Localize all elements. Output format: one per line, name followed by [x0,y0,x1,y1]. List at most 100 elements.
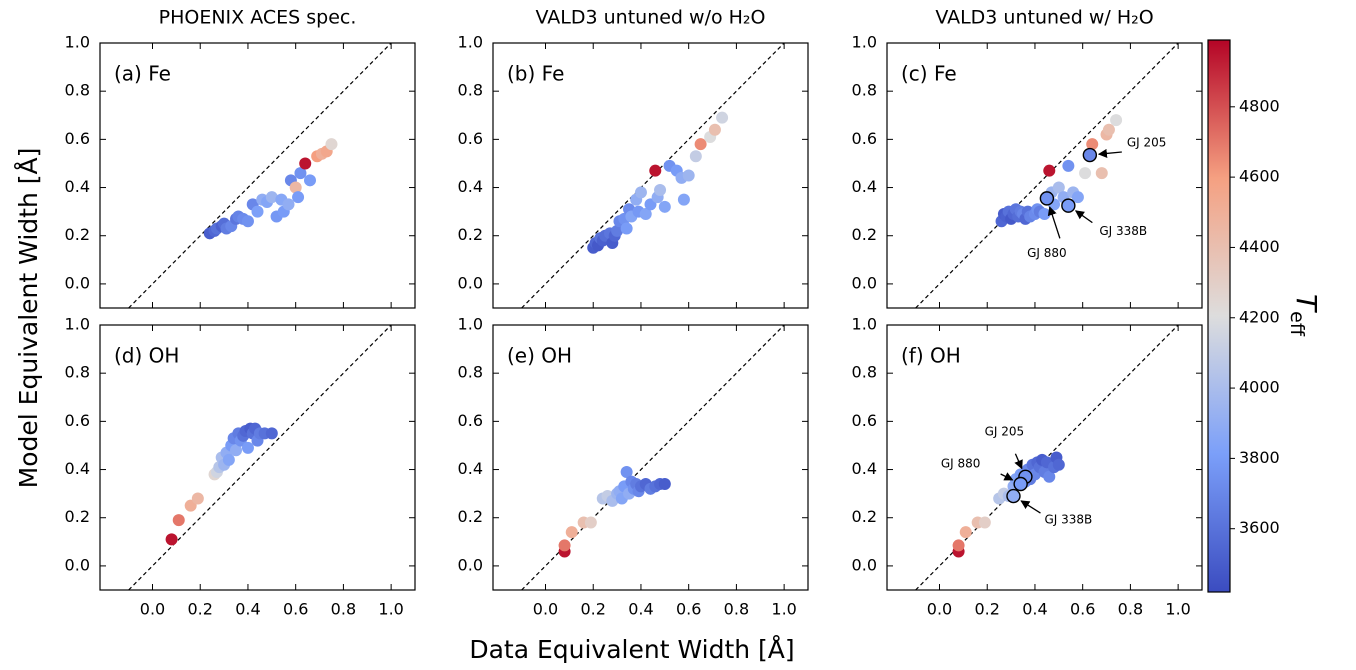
x-tick-label: 0.0 [927,600,952,619]
y-tick-label: 0.0 [852,555,877,574]
scatter-point [1086,138,1099,151]
one-to-one-line [915,324,1179,591]
scatter-point [654,183,667,196]
colorbar-tick-label: 4800 [1239,96,1280,115]
scatter-point [265,427,278,440]
x-tick-label: 1.0 [378,600,403,619]
panel-title: PHOENIX ACES spec. [159,7,357,29]
y-tick-label: 1.0 [458,315,483,334]
scatter-point [1038,208,1051,221]
axes-frame [99,42,416,309]
x-tick-label: 0.6 [1070,600,1095,619]
scatter-point [620,465,633,478]
annotation-arrow [1014,453,1023,470]
scatter-point [1079,167,1092,180]
y-tick-label: 0.8 [458,81,483,100]
scatter-point [708,123,721,136]
y-tick-label: 0.4 [852,459,877,478]
y-tick-label: 0.2 [65,507,90,526]
panel: 0.0 0.2 0.4 0.6 0.8 1.0 0.0 0.2 0.4 0.6 0.8 1.0 (e) … [458,315,809,619]
panel-label: (a) Fe [114,62,171,86]
annotation-text: GJ 205 [1127,136,1167,150]
panel-label: (c) Fe [901,62,957,86]
scatter-point [658,200,671,213]
scatter-point [677,193,690,206]
x-tick-label: 0.2 [581,600,606,619]
colorbar-tick-label: 4400 [1239,237,1280,256]
panel-label: (d) OH [114,344,179,368]
axes-frame [886,42,1203,309]
y-tick-label: 0.6 [65,129,90,148]
y-tick-label: 0.4 [458,177,483,196]
axes-frame [492,324,809,591]
y-tick-label: 0.6 [852,411,877,430]
y-tick-label: 0.0 [852,273,877,292]
annotation-text: GJ 205 [985,424,1025,438]
y-tick-label: 0.6 [65,411,90,430]
x-tick-label: 0.4 [628,600,653,619]
x-tick-label: 0.0 [140,600,165,619]
scatter-point [694,138,707,151]
y-tick-label: 0.8 [65,363,90,382]
scatter-point [289,181,302,194]
annotation-text: GJ 338B [1044,513,1092,527]
scatter-point [325,138,338,151]
panel-label: (e) OH [507,344,572,368]
scatter-point [1043,164,1056,177]
y-tick-label: 0.0 [458,555,483,574]
x-tick-label: 0.6 [676,600,701,619]
x-tick-label: 0.8 [1118,600,1143,619]
scatter-point [1043,470,1056,483]
y-tick-label: 0.0 [65,273,90,292]
panel: 0.0 0.2 0.4 0.6 0.8 1.0 0.0 0.2 0.4 0.6 0.8 1.0 (d) … [65,315,416,619]
y-tick-label: 0.4 [65,177,90,196]
scatter-point [1110,114,1123,127]
y-axis-label: Model Equivalent Width [Å] [14,148,43,489]
axes-frame [492,42,809,309]
scatter-point [639,208,652,221]
highlight-point [1082,147,1098,163]
y-tick-label: 0.2 [458,507,483,526]
y-tick-label: 0.2 [458,225,483,244]
scatter-point [611,224,624,237]
y-tick-label: 0.8 [852,363,877,382]
panel-label: (f) OH [901,344,961,368]
annotation-arrow [1074,210,1093,224]
panel: 0.0 0.2 0.4 0.6 0.8 1.0 0.0 0.2 0.4 0.6 0.8 1.0 GJ 2… [852,315,1203,619]
y-tick-label: 1.0 [65,315,90,334]
scatter-point [634,186,647,199]
scatter-point [241,215,254,228]
panel: 0.0 0.2 0.4 0.6 0.8 1.0 (a) Fe PHOENIX ACES spe… [65,7,416,309]
colorbar-tick-label: 3600 [1239,518,1280,537]
scatter-point [952,539,965,552]
panel-title: VALD3 untuned w/ H₂O [935,7,1153,29]
annotation-text: GJ 880 [941,457,981,471]
colorbar-label-main: T [1290,294,1323,313]
x-tick-label: 1.0 [771,600,796,619]
panel: 0.0 0.2 0.4 0.6 0.8 1.0 GJ 205 GJ 880 GJ 338B (c)… [852,7,1203,309]
highlight-point [1039,191,1055,206]
scatter-point [649,164,662,177]
scatter-point [222,453,235,466]
y-tick-label: 1.0 [65,33,90,52]
highlight-point [1006,488,1021,504]
x-tick-label: 0.2 [188,600,213,619]
axes-frame [886,324,1203,591]
x-axis-label: Data Equivalent Width [Å] [469,635,794,664]
colorbar-tick-label: 3800 [1239,448,1280,467]
axes-frame [99,324,416,591]
scatter-point [558,539,571,552]
scatter-point [1071,191,1084,204]
colorbar-label-sub: eff [1287,311,1309,337]
y-tick-label: 0.4 [65,459,90,478]
scatter-point [1052,458,1065,471]
one-to-one-line [128,324,392,591]
y-tick-label: 0.2 [852,225,877,244]
x-tick-label: 0.4 [1022,600,1047,619]
scatter-point [1095,167,1108,180]
x-tick-label: 0.4 [235,600,260,619]
panel-label: (b) Fe [507,62,564,86]
annotation-arrow [1097,148,1122,158]
x-tick-label: 0.8 [724,600,749,619]
